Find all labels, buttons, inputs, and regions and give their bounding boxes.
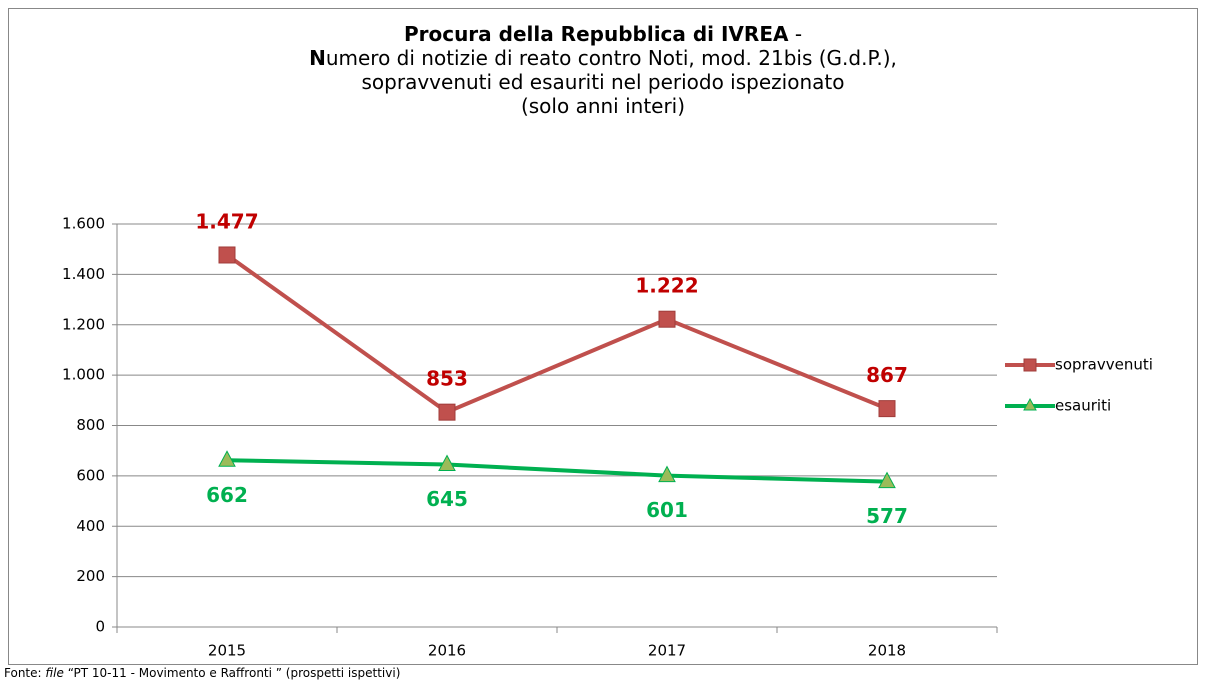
data-label: 1.477 xyxy=(195,209,258,233)
x-tick-label: 2016 xyxy=(428,642,466,660)
x-tick-label: 2017 xyxy=(648,642,686,660)
subtitle: sopravvenuti ed esauriti nel periodo isp… xyxy=(361,70,845,94)
titles: Procura della Repubblica di IVREA - Nume… xyxy=(0,22,1206,118)
source-text: file xyxy=(45,666,64,680)
legend-label: sopravvenuti xyxy=(1055,356,1153,374)
marker xyxy=(218,246,236,264)
marker xyxy=(658,310,676,328)
title-line: Procura della Repubblica di IVREA - xyxy=(0,22,1206,46)
series-line xyxy=(226,458,888,484)
y-tick-label: 0 xyxy=(95,618,105,636)
subtitle: (solo anni interi) xyxy=(520,94,686,118)
marker xyxy=(878,471,896,489)
x-tick-label: 2015 xyxy=(208,642,246,660)
data-label: 577 xyxy=(866,504,908,528)
data-label: 662 xyxy=(206,483,248,507)
y-tick-label: 1.200 xyxy=(62,315,105,333)
x-tick-label: 2018 xyxy=(868,642,906,660)
title-suffix: - xyxy=(794,22,803,46)
y-tick-label: 1.600 xyxy=(62,215,105,233)
marker xyxy=(1023,358,1037,372)
y-tick-label: 600 xyxy=(76,466,105,484)
legend-label: esauriti xyxy=(1055,397,1111,415)
data-label: 853 xyxy=(426,367,468,391)
y-tick-label: 800 xyxy=(76,416,105,434)
series-line xyxy=(225,253,888,415)
chart-title: Procura della Repubblica di IVREA xyxy=(403,22,789,46)
marker xyxy=(1023,397,1037,411)
marker xyxy=(438,454,456,472)
source: Fonte: file “PT 10-11 - Movimento e Raff… xyxy=(4,666,400,680)
subtitle: Numero di notizie di reato contro Noti, … xyxy=(309,46,897,70)
data-label: 1.222 xyxy=(635,274,698,298)
y-tick-label: 1.000 xyxy=(62,366,105,384)
chart-border xyxy=(8,8,1198,665)
marker xyxy=(658,465,676,483)
source-text: “PT 10-11 - Movimento e Raffronti ” (pro… xyxy=(67,666,401,680)
marker xyxy=(438,403,456,421)
data-label: 645 xyxy=(426,487,468,511)
marker xyxy=(878,400,896,418)
source-text: Fonte: xyxy=(4,666,42,680)
marker xyxy=(218,450,236,467)
data-label: 867 xyxy=(866,363,908,387)
y-tick-label: 1.400 xyxy=(62,265,105,283)
y-tick-label: 200 xyxy=(76,567,105,585)
y-tick-label: 400 xyxy=(76,517,105,535)
data-label: 601 xyxy=(646,498,688,522)
